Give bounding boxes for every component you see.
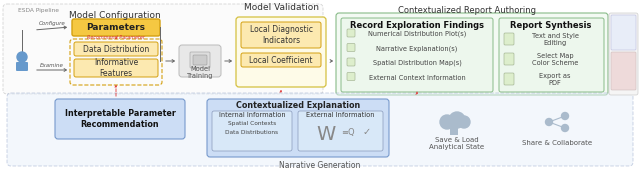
FancyBboxPatch shape (504, 53, 514, 65)
FancyBboxPatch shape (179, 45, 221, 77)
Text: ESDA Pipeline: ESDA Pipeline (18, 8, 59, 13)
Text: Record Exploration Findings: Record Exploration Findings (350, 20, 484, 30)
Text: Data Distribution: Data Distribution (83, 45, 149, 53)
FancyBboxPatch shape (193, 55, 207, 65)
FancyBboxPatch shape (450, 125, 458, 135)
FancyBboxPatch shape (341, 18, 493, 92)
FancyBboxPatch shape (7, 93, 633, 166)
Text: Save & Load
Analytical State: Save & Load Analytical State (429, 137, 484, 149)
FancyBboxPatch shape (611, 52, 636, 90)
FancyBboxPatch shape (336, 13, 608, 95)
Circle shape (17, 52, 27, 62)
FancyBboxPatch shape (241, 22, 321, 48)
Text: Model Configuration: Model Configuration (69, 11, 161, 20)
FancyBboxPatch shape (74, 42, 158, 56)
Text: Configure: Configure (38, 21, 65, 26)
Circle shape (545, 119, 552, 126)
FancyBboxPatch shape (499, 18, 604, 92)
FancyBboxPatch shape (74, 59, 158, 77)
FancyBboxPatch shape (236, 17, 326, 87)
Text: Local Coefficient: Local Coefficient (249, 56, 313, 64)
FancyBboxPatch shape (72, 19, 160, 36)
Circle shape (458, 116, 470, 128)
FancyBboxPatch shape (212, 111, 292, 151)
Text: Narrative Explanation(s): Narrative Explanation(s) (376, 45, 458, 52)
Text: Select Map
Color Scheme: Select Map Color Scheme (532, 52, 578, 66)
FancyBboxPatch shape (609, 13, 638, 95)
Text: Export as
PDF: Export as PDF (540, 73, 571, 85)
Text: ≡Q: ≡Q (341, 128, 355, 137)
Text: Report Synthesis: Report Synthesis (510, 20, 592, 30)
Text: Model
Training: Model Training (187, 66, 213, 78)
Text: Local Diagnostic
Indicators: Local Diagnostic Indicators (250, 25, 312, 45)
Text: Data Distributions: Data Distributions (225, 130, 278, 135)
Text: Contextualized Explanation: Contextualized Explanation (236, 101, 360, 110)
Text: Numerical Distribution Plot(s): Numerical Distribution Plot(s) (368, 31, 466, 37)
FancyBboxPatch shape (241, 53, 321, 67)
Text: Interpretable Parameter
Recommendation: Interpretable Parameter Recommendation (65, 109, 175, 129)
Circle shape (561, 125, 568, 132)
FancyBboxPatch shape (347, 29, 355, 37)
Text: Narrative Generation: Narrative Generation (279, 160, 361, 169)
Text: Text and Style
Editing: Text and Style Editing (531, 33, 579, 46)
FancyBboxPatch shape (55, 99, 185, 139)
Text: W: W (316, 126, 335, 144)
Text: Internal Information: Internal Information (219, 112, 285, 118)
FancyBboxPatch shape (347, 44, 355, 51)
FancyBboxPatch shape (298, 111, 383, 151)
Text: Contextualized Report Authoring: Contextualized Report Authoring (398, 6, 536, 15)
FancyBboxPatch shape (207, 99, 389, 157)
FancyBboxPatch shape (611, 15, 636, 50)
FancyBboxPatch shape (16, 62, 28, 71)
Text: External Context Information: External Context Information (369, 74, 465, 80)
FancyBboxPatch shape (190, 52, 210, 68)
Text: Informative
Features: Informative Features (94, 58, 138, 78)
FancyBboxPatch shape (504, 73, 514, 85)
Circle shape (440, 115, 454, 129)
FancyBboxPatch shape (347, 73, 355, 80)
Text: Examine: Examine (40, 63, 64, 68)
Text: Model Validation: Model Validation (243, 3, 319, 12)
Text: Parameters: Parameters (86, 23, 145, 32)
Text: Spatial Contexts: Spatial Contexts (228, 121, 276, 126)
Text: External Information: External Information (306, 112, 374, 118)
FancyBboxPatch shape (347, 58, 355, 66)
FancyBboxPatch shape (3, 4, 323, 94)
Circle shape (449, 112, 465, 128)
Circle shape (561, 112, 568, 120)
Text: Spatial Distribution Map(s): Spatial Distribution Map(s) (372, 60, 461, 66)
FancyBboxPatch shape (504, 33, 514, 45)
Text: ✓: ✓ (363, 127, 371, 137)
Text: Recommend Parameter: Recommend Parameter (87, 35, 145, 40)
Text: Share & Collaborate: Share & Collaborate (522, 140, 592, 146)
